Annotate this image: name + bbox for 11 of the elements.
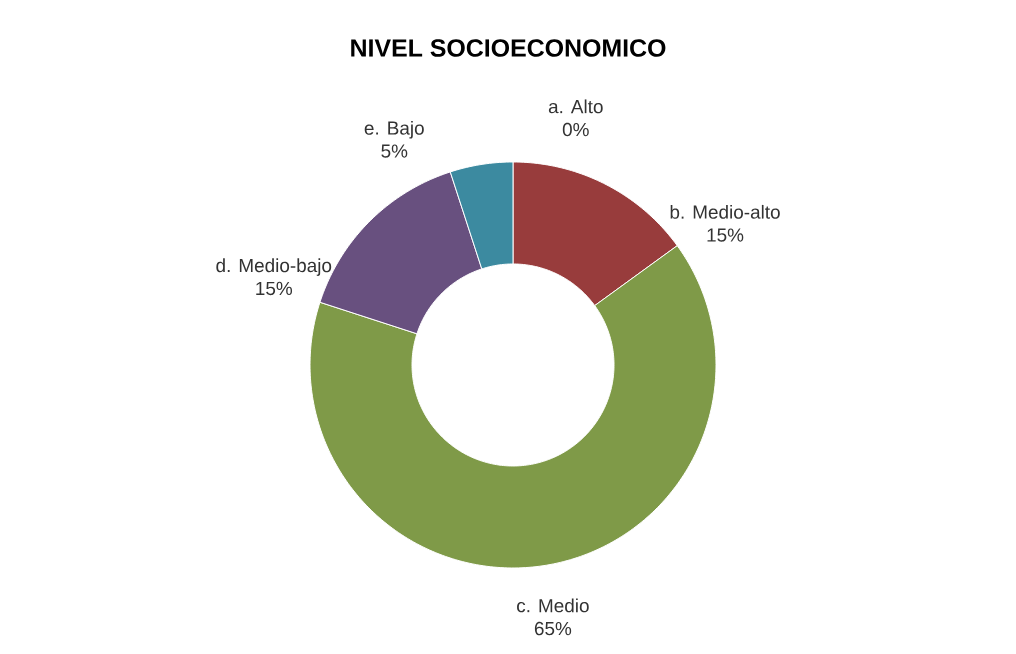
- slice-label: b. Medio-alto: [670, 204, 780, 219]
- data-label: 15%: [707, 228, 744, 242]
- category-label: a. Alto: [548, 99, 603, 114]
- chart-title: NIVEL SOCIOECONOMICO: [351, 39, 666, 57]
- slice-label: c. Medio: [517, 598, 589, 613]
- data-label: 5%: [381, 144, 408, 158]
- slice-label: e. Bajo: [364, 120, 424, 139]
- text: 0%: [562, 122, 589, 137]
- slice-label: d. Medio-bajo: [216, 258, 332, 276]
- data-label: 15%: [256, 281, 293, 296]
- data-label: 65%: [534, 621, 572, 636]
